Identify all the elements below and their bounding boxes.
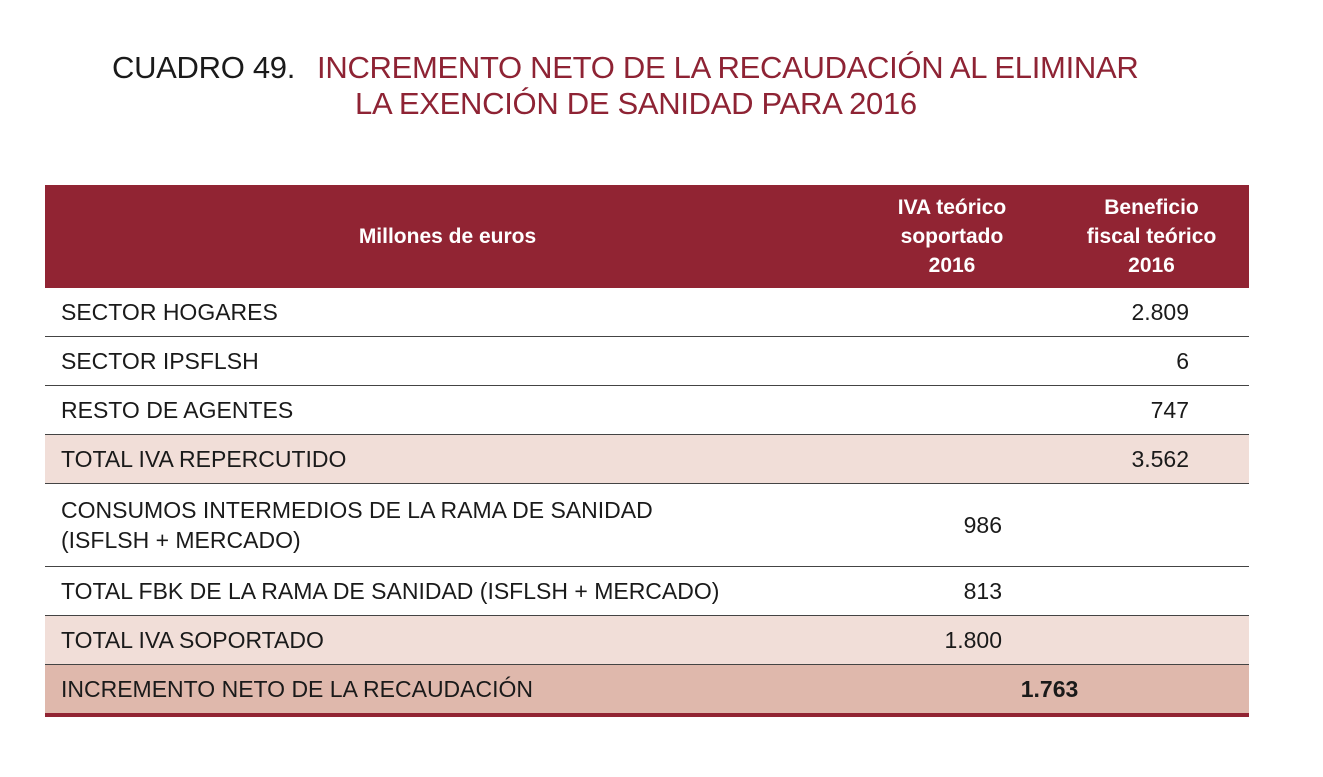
table-row: SECTOR IPSFLSH 6 [45, 336, 1249, 386]
cell-beneficio [1054, 566, 1249, 616]
header-line: IVA teórico [897, 196, 1007, 219]
header-line: 2016 [1128, 254, 1175, 277]
row-label: SECTOR IPSFLSH [45, 336, 850, 386]
header-units: Millones de euros [45, 185, 850, 288]
caption-number: CUADRO 49. [112, 50, 296, 85]
table-row: SECTOR HOGARES 2.809 [45, 288, 1249, 337]
cell-iva [850, 288, 1054, 337]
header-line: Beneficio [1104, 196, 1199, 219]
revenue-table: Millones de euros IVA teórico soportado … [45, 185, 1249, 717]
row-label: CONSUMOS INTERMEDIOS DE LA RAMA DE SANID… [45, 483, 850, 567]
row-label: TOTAL IVA SOPORTADO [45, 615, 850, 665]
cell-beneficio [1054, 483, 1249, 567]
cell-iva: 1.800 [850, 615, 1054, 665]
cell-beneficio: 6 [1054, 336, 1249, 386]
caption-title-line1: INCREMENTO NETO DE LA RECAUDACIÓN AL ELI… [317, 50, 1139, 85]
cell-iva [850, 434, 1054, 484]
cell-beneficio: 2.809 [1054, 288, 1249, 337]
cell-beneficio [1054, 615, 1249, 665]
cell-iva [850, 336, 1054, 386]
caption-title-line2: LA EXENCIÓN DE SANIDAD PARA 2016 [355, 86, 917, 121]
table-caption: CUADRO 49. INCREMENTO NETO DE LA RECAUDAC… [112, 50, 1139, 121]
cell-iva [850, 385, 1054, 435]
header-beneficio-fiscal: Beneficio fiscal teórico 2016 [1054, 185, 1249, 288]
cell-beneficio: 747 [1054, 385, 1249, 435]
cell-net-increase: 1.763 [850, 664, 1249, 717]
table-row: CONSUMOS INTERMEDIOS DE LA RAMA DE SANID… [45, 483, 1249, 567]
row-label: RESTO DE AGENTES [45, 385, 850, 435]
table-row: TOTAL FBK DE LA RAMA DE SANIDAD (ISFLSH … [45, 566, 1249, 616]
final-row: INCREMENTO NETO DE LA RECAUDACIÓN 1.763 [45, 664, 1249, 717]
row-label: SECTOR HOGARES [45, 288, 850, 337]
row-label: TOTAL IVA REPERCUTIDO [45, 434, 850, 484]
row-label: INCREMENTO NETO DE LA RECAUDACIÓN [45, 664, 850, 717]
header-line: soportado [900, 225, 1004, 248]
table-row: RESTO DE AGENTES 747 [45, 385, 1249, 435]
total-row: TOTAL IVA SOPORTADO 1.800 [45, 615, 1249, 665]
header-iva-soportado: IVA teórico soportado 2016 [850, 185, 1054, 288]
header-line: fiscal teórico [1086, 225, 1217, 248]
cell-iva: 986 [850, 483, 1054, 567]
header-line: 2016 [928, 254, 976, 277]
cell-beneficio: 3.562 [1054, 434, 1249, 484]
cell-iva: 813 [850, 566, 1054, 616]
total-row: TOTAL IVA REPERCUTIDO 3.562 [45, 434, 1249, 484]
row-label: TOTAL FBK DE LA RAMA DE SANIDAD (ISFLSH … [45, 566, 850, 616]
header-row: Millones de euros IVA teórico soportado … [45, 185, 1249, 288]
